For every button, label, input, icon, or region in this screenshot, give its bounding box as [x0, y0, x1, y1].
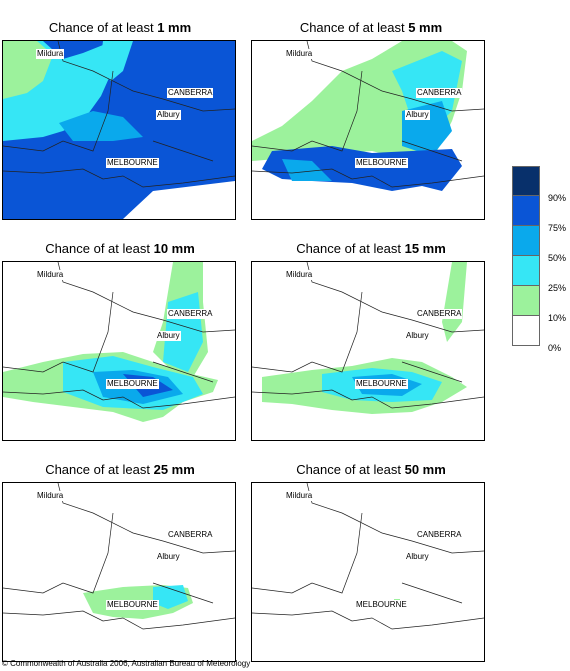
title-prefix: Chance of at least: [45, 241, 154, 256]
place-label-mildura: Mildura: [285, 49, 314, 59]
place-label-albury: Albury: [405, 331, 430, 341]
place-label-mildura: Mildura: [36, 270, 65, 280]
place-label-albury: Albury: [156, 110, 181, 120]
title-amount: 1 mm: [157, 20, 192, 35]
title-amount: 25 mm: [153, 462, 195, 477]
place-label-albury: Albury: [405, 552, 430, 562]
place-label-melbourne: MELBOURNE: [106, 379, 159, 389]
legend-swatch-25: [512, 256, 540, 286]
title-prefix: Chance of at least: [48, 20, 158, 35]
title-amount: 10 mm: [153, 241, 195, 256]
legend-swatch-90: [512, 166, 540, 196]
place-label-albury: Albury: [156, 331, 181, 341]
map-25mm: [2, 482, 236, 662]
place-label-albury: Albury: [156, 552, 181, 562]
place-label-mildura: Mildura: [285, 491, 314, 501]
place-label-canberra: CANBERRA: [416, 309, 463, 319]
panel-title-1mm: Chance of at least 1 mm: [0, 20, 240, 35]
place-label-mildura: Mildura: [285, 270, 314, 280]
place-label-melbourne: MELBOURNE: [355, 600, 408, 610]
legend-label-75: 75%: [548, 223, 567, 233]
legend-label-50: 50%: [548, 253, 567, 263]
place-label-melbourne: MELBOURNE: [355, 379, 408, 389]
map-50mm: [251, 482, 485, 662]
place-label-mildura: Mildura: [36, 49, 65, 59]
map-1mm: [2, 40, 236, 220]
panel-title-15mm: Chance of at least 15 mm: [251, 241, 491, 256]
map-10mm: [2, 261, 236, 441]
legend-swatch-50: [512, 226, 540, 256]
legend-label-25: 25%: [548, 283, 567, 293]
legend-swatch-0: [512, 316, 540, 346]
legend-label-90: 90%: [548, 193, 567, 203]
place-label-canberra: CANBERRA: [416, 530, 463, 540]
title-prefix: Chance of at least: [45, 462, 154, 477]
legend-label-10: 10%: [548, 313, 567, 323]
legend-label-0: 0%: [548, 343, 562, 353]
panel-title-5mm: Chance of at least 5 mm: [251, 20, 491, 35]
legend-swatch-75: [512, 196, 540, 226]
place-label-melbourne: MELBOURNE: [106, 158, 159, 168]
place-label-canberra: CANBERRA: [416, 88, 463, 98]
map-15mm: [251, 261, 485, 441]
title-amount: 15 mm: [404, 241, 446, 256]
legend-swatch-10: [512, 286, 540, 316]
color-legend: 90% 75% 50% 25% 10% 0%: [512, 166, 566, 353]
title-prefix: Chance of at least: [299, 20, 409, 35]
place-label-canberra: CANBERRA: [167, 530, 214, 540]
panel-title-25mm: Chance of at least 25 mm: [0, 462, 240, 477]
title-amount: 5 mm: [408, 20, 443, 35]
place-label-melbourne: MELBOURNE: [106, 600, 159, 610]
place-label-albury: Albury: [405, 110, 430, 120]
place-label-melbourne: MELBOURNE: [355, 158, 408, 168]
place-label-canberra: CANBERRA: [167, 309, 214, 319]
panel-title-10mm: Chance of at least 10 mm: [0, 241, 240, 256]
place-label-canberra: CANBERRA: [167, 88, 214, 98]
title-prefix: Chance of at least: [296, 462, 405, 477]
copyright-notice: © Commonwealth of Australia 2006, Austra…: [2, 659, 251, 668]
title-amount: 50 mm: [404, 462, 446, 477]
place-label-mildura: Mildura: [36, 491, 65, 501]
title-prefix: Chance of at least: [296, 241, 405, 256]
map-5mm: [251, 40, 485, 220]
panel-title-50mm: Chance of at least 50 mm: [251, 462, 491, 477]
